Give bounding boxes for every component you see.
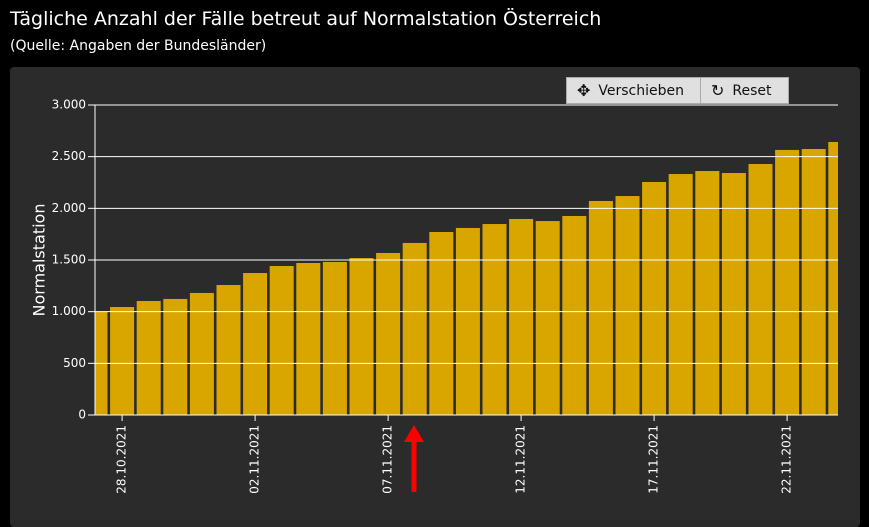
bar bbox=[588, 200, 613, 415]
bar bbox=[535, 221, 560, 415]
reset-button[interactable]: ↻ Reset bbox=[700, 77, 789, 104]
y-tick-label: 2.000 bbox=[52, 201, 86, 215]
bar bbox=[748, 164, 773, 415]
bar bbox=[296, 262, 321, 415]
bar bbox=[322, 261, 347, 415]
bar bbox=[110, 307, 135, 415]
title: Tägliche Anzahl der Fälle betreut auf No… bbox=[10, 8, 602, 30]
bar bbox=[695, 171, 720, 415]
bar bbox=[136, 301, 161, 415]
bar bbox=[455, 227, 480, 415]
y-tick-label: 1.000 bbox=[52, 304, 86, 318]
bar bbox=[189, 292, 214, 415]
move-button[interactable]: ✥ Verschieben bbox=[566, 77, 701, 104]
bar bbox=[349, 258, 374, 415]
bar bbox=[668, 174, 693, 415]
bar bbox=[216, 285, 241, 415]
x-tick-label: 07.11.2021 bbox=[381, 425, 395, 494]
bar bbox=[642, 181, 667, 415]
x-tick-label: 12.11.2021 bbox=[514, 425, 528, 494]
y-tick-label: 2.500 bbox=[52, 149, 86, 163]
page: Tägliche Anzahl der Fälle betreut auf No… bbox=[10, 8, 860, 527]
x-tick-label: 22.11.2021 bbox=[780, 425, 794, 494]
bar bbox=[775, 149, 800, 415]
button-label: Verschieben bbox=[598, 82, 685, 99]
y-tick-label: 500 bbox=[63, 356, 86, 370]
chart: Normalstation 0 500 1.000 1.500 2.000 2.500 3.… bbox=[30, 98, 838, 494]
bar bbox=[482, 224, 507, 415]
y-tick-label: 0 bbox=[78, 408, 86, 422]
bar bbox=[615, 196, 640, 415]
bar bbox=[828, 141, 838, 415]
bar bbox=[163, 298, 188, 415]
bar bbox=[243, 273, 268, 415]
bar bbox=[429, 231, 454, 415]
plot bbox=[95, 141, 838, 415]
subtitle: (Quelle: Angaben der Bundesländer) bbox=[10, 38, 267, 54]
y-tick-label: 1.500 bbox=[52, 253, 86, 267]
bar bbox=[376, 252, 401, 415]
bar bbox=[562, 215, 587, 415]
bar bbox=[269, 265, 294, 415]
x-tick-label: 17.11.2021 bbox=[647, 425, 661, 494]
button-label: Reset bbox=[732, 82, 772, 99]
x-tick-label: 28.10.2021 bbox=[115, 425, 129, 494]
bar bbox=[721, 172, 746, 415]
bar bbox=[402, 242, 427, 415]
x-tick-label: 02.11.2021 bbox=[248, 425, 262, 494]
bar bbox=[509, 218, 534, 415]
y-axis-label: Normalstation bbox=[30, 204, 49, 317]
bar bbox=[801, 149, 826, 415]
y-tick-label: 3.000 bbox=[52, 98, 86, 112]
arrow-head bbox=[404, 425, 424, 442]
